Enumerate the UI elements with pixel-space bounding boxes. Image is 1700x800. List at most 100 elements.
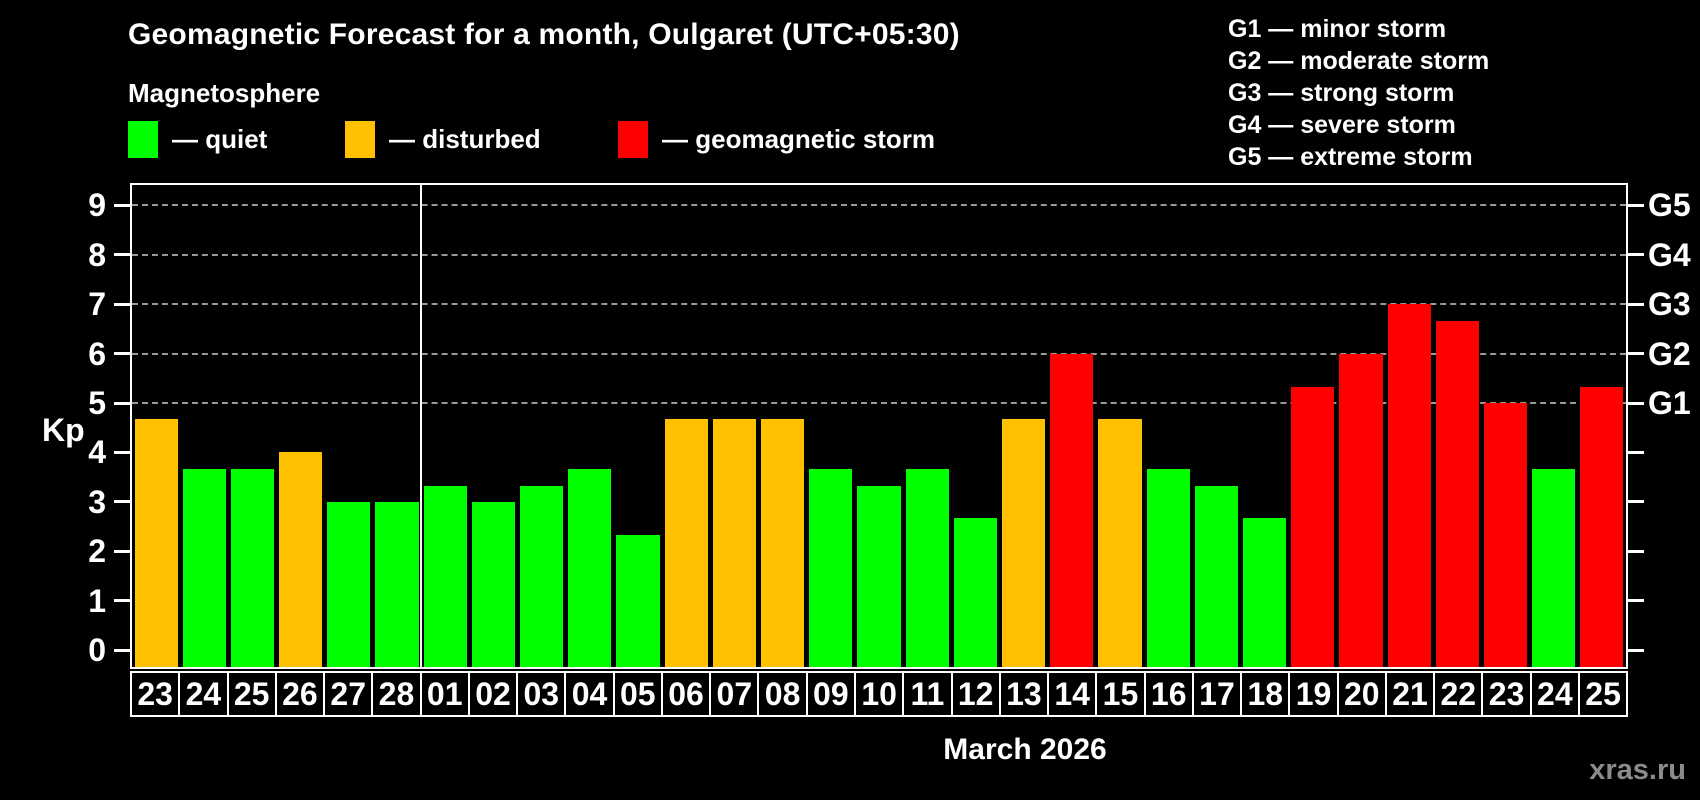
day-label-08: 08 bbox=[757, 671, 808, 717]
day-label-04: 04 bbox=[564, 671, 615, 717]
gridline-kp6 bbox=[132, 352, 1626, 355]
y-tick-label-9: 9 bbox=[88, 187, 106, 224]
right-axis-label-g2: G2 bbox=[1648, 335, 1691, 372]
legend-label-storm: — geomagnetic storm bbox=[662, 124, 936, 154]
day-label-17: 17 bbox=[1191, 671, 1243, 717]
kp-bar-day-17 bbox=[1194, 485, 1238, 667]
day-label-23: 23 bbox=[130, 671, 181, 717]
day-label-09: 09 bbox=[805, 671, 856, 717]
disturbed-swatch-icon bbox=[345, 121, 375, 158]
y-tick-label-5: 5 bbox=[88, 385, 106, 421]
month-label: March 2026 bbox=[943, 733, 1107, 766]
right-axis-label-g3: G3 bbox=[1648, 286, 1691, 323]
legend-item-disturbed: — disturbed bbox=[345, 121, 541, 158]
kp-bar-day-22 bbox=[1435, 320, 1479, 667]
day-label-15: 15 bbox=[1095, 671, 1146, 717]
kp-bar-day-19 bbox=[1291, 386, 1335, 667]
kp-bar-day-23 bbox=[1483, 403, 1528, 667]
y-tick-left-3 bbox=[114, 500, 130, 504]
y-tick-label-6: 6 bbox=[88, 335, 106, 372]
kp-bar-day-10 bbox=[857, 485, 901, 667]
storm-swatch-icon bbox=[618, 121, 648, 158]
kp-bar-day-01 bbox=[423, 485, 467, 667]
month-separator-line bbox=[420, 185, 423, 667]
y-tick-left-2 bbox=[114, 549, 130, 553]
day-label-18: 18 bbox=[1240, 671, 1291, 717]
day-label-19: 19 bbox=[1288, 671, 1339, 717]
g-legend-line-2: G2 — moderate storm bbox=[1228, 47, 1490, 75]
kp-bar-day-15 bbox=[1098, 419, 1142, 667]
kp-bar-day-25 bbox=[1580, 386, 1624, 667]
kp-bar-day-09 bbox=[809, 468, 853, 667]
day-label-27: 27 bbox=[323, 671, 374, 717]
chart-title: Geomagnetic Forecast for a month, Oulgar… bbox=[128, 18, 960, 51]
y-tick-label-7: 7 bbox=[88, 286, 106, 323]
kp-bar-day-23 bbox=[134, 419, 178, 667]
y-tick-right-2 bbox=[1628, 549, 1644, 553]
kp-bar-day-07 bbox=[712, 419, 756, 667]
kp-bar-day-14 bbox=[1050, 353, 1094, 667]
y-tick-right-1 bbox=[1628, 599, 1644, 603]
y-tick-label-0: 0 bbox=[88, 632, 106, 668]
kp-bar-day-21 bbox=[1387, 304, 1431, 667]
kp-bar-day-16 bbox=[1146, 468, 1190, 667]
day-label-05: 05 bbox=[612, 671, 663, 717]
legend-item-storm: — geomagnetic storm bbox=[618, 121, 935, 158]
kp-bar-day-04 bbox=[568, 468, 612, 667]
legend-item-quiet: — quiet bbox=[128, 121, 267, 158]
day-label-14: 14 bbox=[1047, 671, 1098, 717]
day-label-25: 25 bbox=[1577, 671, 1629, 717]
kp-bar-day-20 bbox=[1339, 353, 1383, 667]
y-axis-title: Kp bbox=[42, 412, 85, 448]
gridline-kp5 bbox=[132, 402, 1626, 404]
day-label-12: 12 bbox=[950, 671, 1001, 717]
day-label-28: 28 bbox=[371, 671, 422, 717]
kp-bar-day-06 bbox=[664, 419, 708, 667]
y-tick-left-5 bbox=[114, 401, 130, 405]
y-tick-right-0 bbox=[1628, 648, 1644, 652]
quiet-swatch-icon bbox=[128, 121, 158, 158]
kp-bar-day-25 bbox=[230, 468, 275, 667]
y-tick-right-3 bbox=[1628, 500, 1644, 504]
y-tick-left-7 bbox=[114, 302, 130, 306]
y-tick-right-7 bbox=[1628, 302, 1644, 306]
g-scale-legend: G1 — minor storm G2 — moderate storm G3 — … bbox=[1228, 13, 1489, 173]
y-tick-left-9 bbox=[114, 203, 130, 207]
day-label-26: 26 bbox=[274, 671, 326, 717]
y-tick-left-8 bbox=[114, 253, 130, 257]
y-tick-left-0 bbox=[114, 648, 130, 652]
status-legend: — quiet — disturbed — geomagnetic storm bbox=[0, 121, 1100, 161]
kp-bar-day-27 bbox=[327, 501, 371, 667]
gridline-kp7 bbox=[132, 303, 1626, 306]
y-tick-left-1 bbox=[114, 599, 130, 603]
kp-bar-day-26 bbox=[279, 452, 323, 667]
y-tick-right-8 bbox=[1628, 253, 1644, 257]
y-tick-left-4 bbox=[114, 450, 130, 454]
right-axis-label-g1: G1 bbox=[1648, 385, 1691, 421]
day-label-20: 20 bbox=[1336, 671, 1387, 717]
day-label-13: 13 bbox=[998, 671, 1050, 717]
kp-bar-day-11 bbox=[905, 468, 949, 667]
kp-bar-day-13 bbox=[1001, 419, 1046, 667]
y-tick-right-9 bbox=[1628, 203, 1644, 207]
y-tick-label-3: 3 bbox=[88, 483, 106, 520]
day-label-24: 24 bbox=[1529, 671, 1580, 717]
magnetosphere-label: Magnetosphere bbox=[128, 78, 321, 108]
g-legend-line-4: G4 — severe storm bbox=[1228, 111, 1456, 139]
y-tick-label-8: 8 bbox=[88, 236, 106, 273]
day-label-11: 11 bbox=[902, 671, 953, 717]
day-label-02: 02 bbox=[467, 671, 519, 717]
kp-bar-day-12 bbox=[953, 518, 997, 667]
right-axis-label-g4: G4 bbox=[1648, 236, 1691, 273]
y-tick-right-4 bbox=[1628, 450, 1644, 454]
kp-bar-day-02 bbox=[471, 501, 516, 667]
x-axis-day-labels: 23 24 25 26 27 28 01 02 03 04 05 06 07 08 09 10 11 12 13 14… bbox=[130, 671, 1629, 717]
right-axis-label-g5: G5 bbox=[1648, 187, 1691, 224]
day-label-01: 01 bbox=[419, 671, 470, 717]
day-label-22: 22 bbox=[1433, 671, 1484, 717]
gridline-kp8 bbox=[132, 253, 1626, 256]
kp-bar-day-24 bbox=[182, 468, 226, 667]
day-label-10: 10 bbox=[853, 671, 905, 717]
y-tick-label-1: 1 bbox=[88, 582, 106, 619]
y-tick-left-6 bbox=[114, 352, 130, 356]
